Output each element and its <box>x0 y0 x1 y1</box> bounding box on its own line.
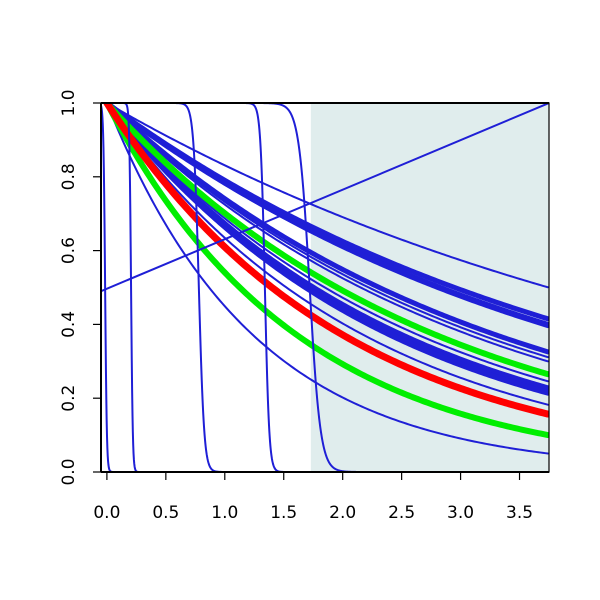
axes-layer <box>100 102 550 473</box>
series-blue-exp-14 <box>104 103 549 355</box>
x-tick-label: 3.0 <box>447 503 474 523</box>
x-tick-label: 1.5 <box>270 503 297 523</box>
y-tick-label: 0.2 <box>59 385 79 412</box>
x-axis-ticks: 0.0 0.5 1.0 1.5 2.0 2.5 3.0 3.5 <box>93 472 533 523</box>
y-tick-label: 0.4 <box>59 311 79 338</box>
series-red-exp-19 <box>103 103 549 418</box>
y-axis-ticks: 0.0 0.2 0.4 0.6 0.8 1.0 <box>59 89 101 486</box>
x-tick-label: 0.5 <box>152 503 179 523</box>
series-blue-exp-5 <box>105 103 549 363</box>
y-tick-label: 1.0 <box>59 89 79 116</box>
series-green-exp-18 <box>103 103 549 439</box>
shaded-region <box>310 103 549 472</box>
series-blue-step-25 <box>101 103 549 472</box>
series-blue-exp-16 <box>104 103 549 395</box>
series-layer <box>101 103 549 472</box>
x-tick-label: 2.0 <box>329 503 356 523</box>
series-green-exp-17 <box>103 103 549 378</box>
series-blue-exp-11 <box>105 103 549 455</box>
y-tick-label: 0.0 <box>59 458 79 485</box>
series-blue-exp-0 <box>105 103 549 289</box>
series-blue-exp-13 <box>104 103 549 327</box>
y-tick-label: 0.6 <box>59 237 79 264</box>
x-tick-label: 3.5 <box>506 503 533 523</box>
x-tick-label: 0.0 <box>93 503 120 523</box>
x-tick-label: 2.5 <box>388 503 415 523</box>
series-blue-exp-10 <box>105 103 549 406</box>
series-blue-linear-20 <box>101 103 549 293</box>
y-tick-label: 0.8 <box>59 163 79 190</box>
x-tick-label: 1.0 <box>211 503 238 523</box>
